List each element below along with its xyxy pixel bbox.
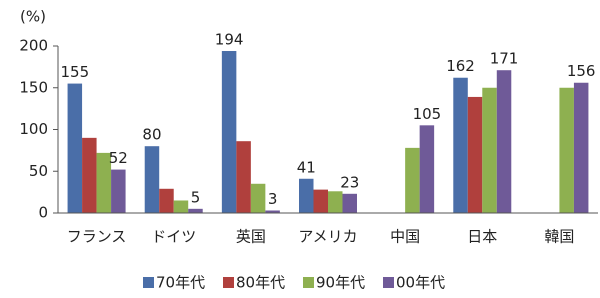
bar	[236, 141, 251, 213]
bar	[573, 82, 589, 214]
data-label: 156	[567, 62, 596, 80]
bar	[250, 183, 266, 213]
x-tick-label: フランス	[67, 228, 127, 246]
data-label: 52	[109, 149, 128, 167]
legend-swatch	[143, 277, 154, 288]
y-tick-label: 50	[29, 162, 48, 180]
bar	[265, 210, 280, 213]
data-label: 155	[61, 63, 90, 81]
x-tick-label: 中国	[390, 228, 420, 246]
y-tick-label: 100	[19, 120, 48, 138]
y-axis-label: (%)	[20, 8, 46, 26]
bar	[559, 87, 574, 213]
bar	[453, 77, 468, 213]
y-tick-label: 0	[38, 204, 48, 222]
x-tick-label: 英国	[236, 228, 266, 246]
legend-label: 00年代	[396, 274, 445, 292]
bar	[328, 191, 343, 213]
bar	[111, 169, 126, 213]
legend-swatch	[223, 277, 234, 288]
bar	[342, 193, 357, 213]
bar	[82, 137, 97, 213]
x-tick-label: ドイツ	[151, 228, 196, 246]
data-label: 194	[215, 31, 244, 49]
bar	[144, 146, 160, 213]
data-label: 171	[490, 50, 519, 68]
data-label: 3	[268, 190, 278, 208]
bar	[419, 125, 435, 213]
data-label: 105	[413, 105, 442, 123]
data-label: 5	[191, 188, 201, 206]
bar	[173, 200, 189, 213]
y-tick-label: 200	[19, 37, 48, 55]
bar	[467, 96, 483, 213]
bar	[67, 83, 83, 213]
legend-swatch	[383, 277, 394, 288]
bar	[482, 87, 497, 213]
data-label: 41	[297, 158, 316, 176]
legend-label: 70年代	[156, 274, 205, 292]
x-tick-label: 韓国	[544, 228, 574, 246]
x-tick-label: アメリカ	[298, 228, 357, 246]
legend-swatch	[303, 277, 314, 288]
legend-label: 90年代	[316, 274, 365, 292]
bar	[313, 189, 328, 213]
bar	[188, 208, 203, 213]
legend-label: 80年代	[236, 274, 285, 292]
x-tick-label: 日本	[467, 228, 497, 246]
y-tick-label: 150	[19, 78, 48, 96]
data-label: 23	[340, 173, 359, 191]
data-label: 80	[142, 126, 161, 144]
bar	[299, 178, 314, 213]
bar	[496, 70, 512, 213]
bar	[405, 147, 420, 213]
bar	[221, 51, 237, 214]
bar	[96, 152, 112, 213]
data-label: 162	[446, 57, 475, 75]
bar	[159, 188, 174, 213]
